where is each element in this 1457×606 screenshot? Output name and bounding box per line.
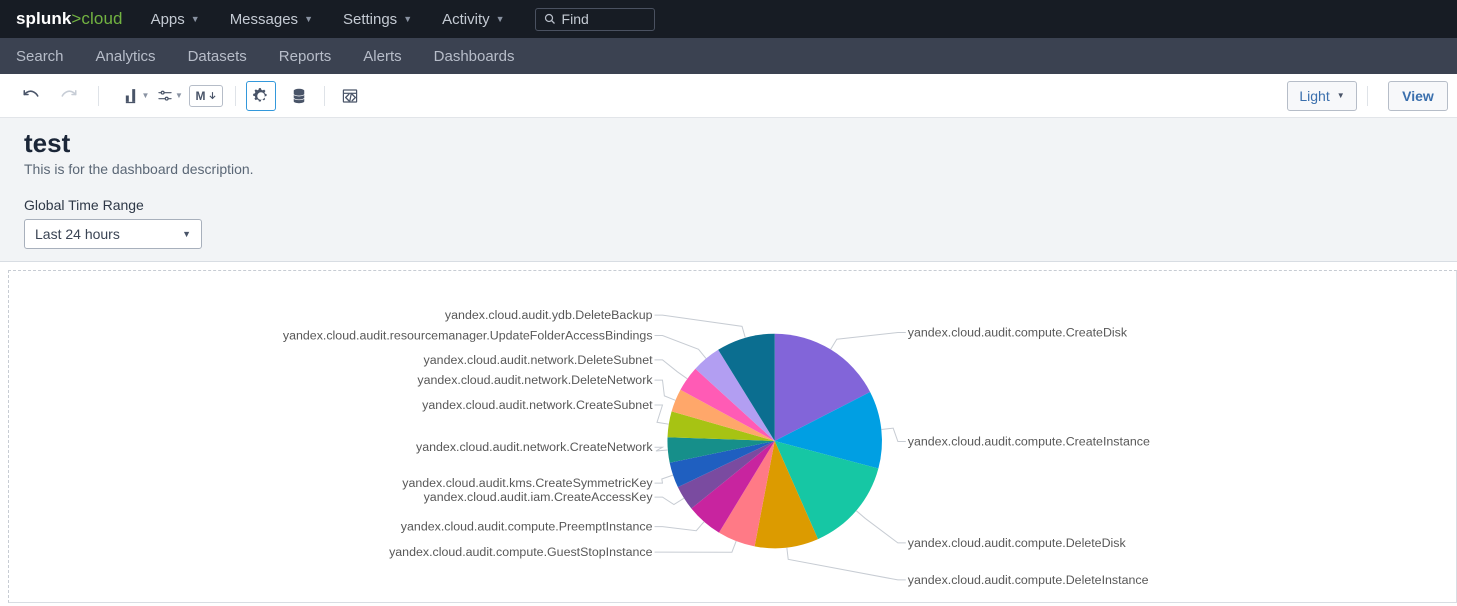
svg-text:yandex.cloud.audit.iam.CreateA: yandex.cloud.audit.iam.CreateAccessKey xyxy=(424,490,654,504)
svg-text:yandex.cloud.audit.compute.Cre: yandex.cloud.audit.compute.CreateDisk xyxy=(908,326,1128,340)
svg-text:yandex.cloud.audit.ydb.DeleteB: yandex.cloud.audit.ydb.DeleteBackup xyxy=(445,308,653,322)
svg-text:yandex.cloud.audit.compute.Gue: yandex.cloud.audit.compute.GuestStopInst… xyxy=(389,545,653,559)
svg-text:yandex.cloud.audit.compute.Pre: yandex.cloud.audit.compute.PreemptInstan… xyxy=(401,520,653,534)
svg-text:yandex.cloud.audit.network.Cre: yandex.cloud.audit.network.CreateNetwork xyxy=(416,440,653,454)
svg-text:yandex.cloud.audit.compute.Cre: yandex.cloud.audit.compute.CreateInstanc… xyxy=(908,435,1150,449)
svg-text:yandex.cloud.audit.compute.Del: yandex.cloud.audit.compute.DeleteDisk xyxy=(908,536,1127,550)
svg-text:yandex.cloud.audit.compute.Del: yandex.cloud.audit.compute.DeleteInstanc… xyxy=(908,573,1149,587)
svg-text:yandex.cloud.audit.network.Del: yandex.cloud.audit.network.DeleteNetwork xyxy=(417,373,653,387)
svg-text:yandex.cloud.audit.kms.CreateS: yandex.cloud.audit.kms.CreateSymmetricKe… xyxy=(402,476,653,490)
svg-text:yandex.cloud.audit.network.Del: yandex.cloud.audit.network.DeleteSubnet xyxy=(424,353,654,367)
svg-text:yandex.cloud.audit.network.Cre: yandex.cloud.audit.network.CreateSubnet xyxy=(422,398,653,412)
svg-text:yandex.cloud.audit.resourceman: yandex.cloud.audit.resourcemanager.Updat… xyxy=(283,329,653,343)
